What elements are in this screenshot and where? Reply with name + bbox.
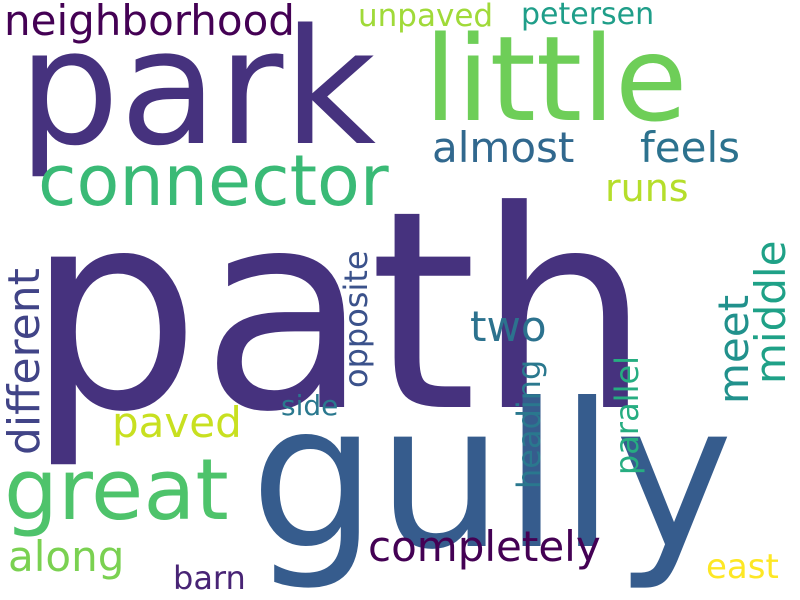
word-almost: almost: [432, 123, 575, 172]
word-park: park: [18, 0, 377, 181]
word-unpaved: unpaved: [358, 0, 494, 34]
word-little: little: [424, 10, 688, 148]
word-great: great: [4, 441, 229, 540]
word-east: east: [706, 547, 779, 587]
word-gully: gully: [250, 361, 734, 594]
word-opposite: opposite: [337, 250, 375, 388]
word-petersen: petersen: [521, 0, 655, 32]
word-two: two: [470, 302, 547, 351]
word-path: path: [26, 152, 652, 472]
word-neighborhood: neighborhood: [4, 0, 295, 45]
word-completely: completely: [368, 522, 601, 571]
word-along: along: [8, 532, 125, 581]
word-parallel: parallel: [608, 355, 646, 475]
word-feels: feels: [640, 123, 741, 172]
word-paved: paved: [112, 398, 242, 447]
word-runs: runs: [605, 166, 689, 210]
word-middle: middle: [746, 240, 795, 384]
word-different: different: [0, 268, 50, 455]
word-heading: heading: [510, 359, 548, 489]
word-side: side: [281, 389, 339, 422]
word-connector: connector: [38, 140, 389, 222]
word-barn: barn: [173, 559, 246, 597]
